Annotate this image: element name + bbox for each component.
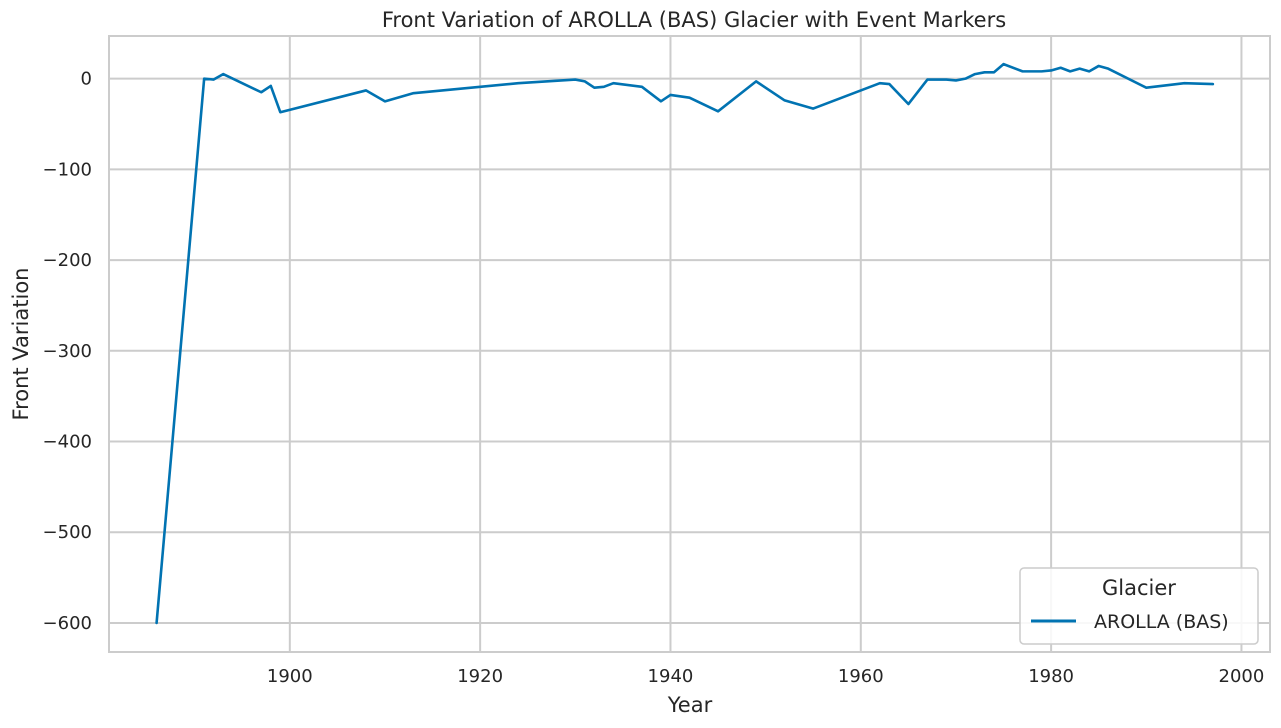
legend-title: Glacier [1102,576,1176,600]
y-tick-label: −100 [43,159,92,180]
legend-box [1019,567,1259,645]
x-tick-label: 1940 [648,666,694,687]
x-tick-label: 1920 [457,666,503,687]
y-tick-label: −200 [43,250,92,271]
x-tick-label: 1960 [838,666,884,687]
y-tick-label: −400 [43,432,92,453]
x-axis-label: Year [667,693,713,717]
x-tick-label: 1900 [267,666,313,687]
x-tick-label: 1980 [1028,666,1074,687]
chart-title: Front Variation of AROLLA (BAS) Glacier … [382,8,1006,32]
x-tick-labels: 1900 1920 1940 1960 1980 2000 [267,666,1264,687]
y-tick-label: 0 [81,69,92,90]
y-tick-labels: 0 −100 −200 −300 −400 −500 −600 [43,69,92,634]
series-line-arolla-bas [155,62,1215,625]
series-group [155,62,1215,625]
legend-label: AROLLA (BAS) [1094,611,1229,633]
grid-lines [109,36,1270,652]
y-tick-label: −300 [43,341,92,362]
y-tick-label: −500 [43,522,92,543]
x-tick-label: 2000 [1219,666,1265,687]
y-tick-label: −600 [43,613,92,634]
legend: Glacier AROLLA (BAS) [1019,567,1259,645]
y-axis-label: Front Variation [9,268,33,421]
plot-area [108,35,1271,653]
